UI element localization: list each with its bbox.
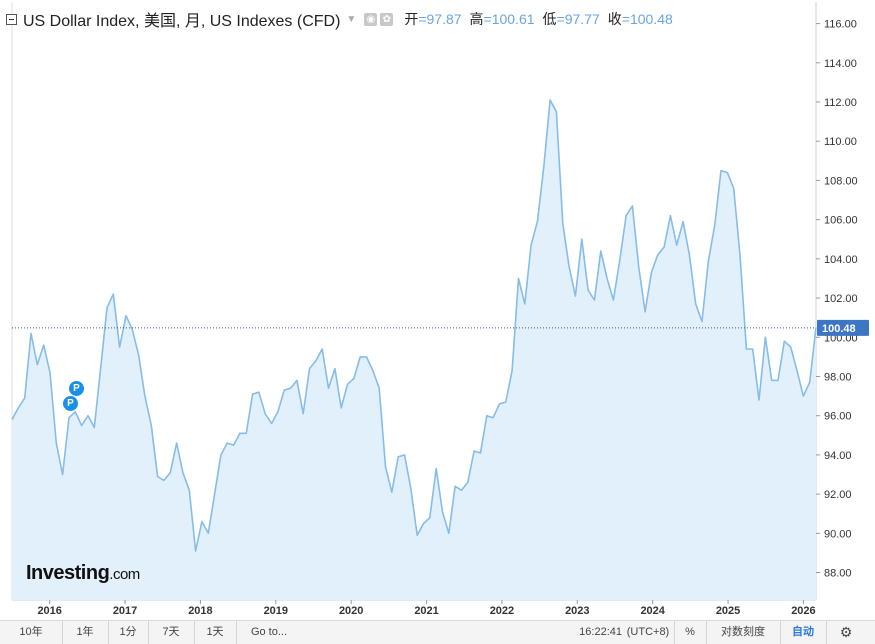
low-label: 低 [542, 11, 557, 27]
y-tick-label: 114.00 [824, 58, 857, 70]
x-tick-label: 2026 [791, 605, 815, 617]
y-tick-label: 90.00 [824, 528, 852, 540]
series-area [12, 100, 816, 600]
eye-icon[interactable]: ◉ [364, 12, 378, 26]
y-tick-label: 98.00 [824, 371, 852, 383]
period-1y-button[interactable]: 1年 [62, 621, 109, 644]
investing-logo: Investing.com [26, 562, 140, 585]
period-1min-button[interactable]: 1分 [108, 621, 149, 644]
y-tick-label: 88.00 [824, 568, 852, 580]
x-tick-label: 2021 [414, 605, 438, 617]
close-value: =100.48 [621, 11, 673, 27]
price-chart[interactable]: 88.0090.0092.0094.0096.0098.00100.00102.… [0, 0, 875, 620]
high-label: 高 [469, 11, 484, 27]
open-value: =97.87 [418, 11, 462, 27]
y-tick-label: 92.00 [824, 489, 852, 501]
collapse-icon[interactable] [6, 13, 17, 25]
clock-time: 16:22:41 [579, 626, 622, 638]
high-value: =100.61 [483, 11, 535, 27]
logo-text: Investing [26, 562, 110, 584]
chart-toolbar: 10年 1年 1分 7天 1天 Go to... 16:22:41 (UTC+8… [0, 620, 875, 644]
low-value: =97.77 [556, 11, 600, 27]
y-tick-label: 106.00 [824, 215, 858, 227]
log-scale-button[interactable]: 对数刻度 [706, 621, 781, 644]
x-tick-label: 2017 [113, 605, 137, 617]
x-tick-label: 2020 [339, 605, 363, 617]
goto-button[interactable]: Go to... [250, 626, 288, 638]
chevron-down-icon[interactable]: ▼ [346, 13, 357, 25]
chart-area[interactable]: 88.00 90.00 92.00 94.00 96.00 98.00 100.00 102.… [0, 0, 875, 620]
x-tick-label: 2024 [640, 605, 665, 617]
y-tick-label: 104.00 [824, 254, 858, 266]
x-tick-label: 2022 [490, 605, 514, 617]
x-tick-label: 2025 [716, 605, 740, 617]
x-tick-label: 2019 [264, 605, 288, 617]
y-tick-label: 110.00 [824, 136, 857, 148]
x-tick-label: 2016 [37, 605, 61, 617]
event-marker[interactable]: P [68, 380, 85, 397]
y-tick-label: 108.00 [824, 175, 858, 187]
x-tick-label: 2018 [188, 605, 212, 617]
close-label: 收 [607, 11, 622, 27]
period-10y-button[interactable]: 10年 [0, 621, 63, 644]
y-tick-label: 102.00 [824, 293, 858, 305]
y-tick-label: 94.00 [824, 450, 852, 462]
last-price-tag [817, 319, 869, 336]
y-tick-label: 116.00 [824, 19, 857, 31]
period-1d-button[interactable]: 1天 [194, 621, 237, 644]
logo-suffix: .com [109, 566, 140, 583]
series-line [11, 99, 817, 552]
gear-icon[interactable]: ✿ [380, 12, 394, 26]
x-tick-label: 2023 [565, 605, 589, 617]
period-7d-button[interactable]: 7天 [148, 621, 195, 644]
y-tick-label: 96.00 [824, 411, 852, 423]
percent-scale-button[interactable]: % [674, 621, 707, 644]
gear-icon[interactable]: ⚙ [839, 624, 853, 640]
y-tick-label: 112.00 [824, 97, 857, 109]
instrument-title[interactable]: US Dollar Index, 美国, 月, US Indexes (CFD) [23, 13, 341, 30]
open-label: 开 [404, 11, 419, 27]
last-price-label: 100.48 [822, 323, 856, 335]
event-marker[interactable]: P [62, 395, 79, 412]
auto-scale-button[interactable]: 自动 [780, 621, 827, 644]
chart-header: US Dollar Index, 美国, 月, US Indexes (CFD)… [0, 6, 673, 32]
timezone-button[interactable]: (UTC+8) [622, 621, 675, 644]
